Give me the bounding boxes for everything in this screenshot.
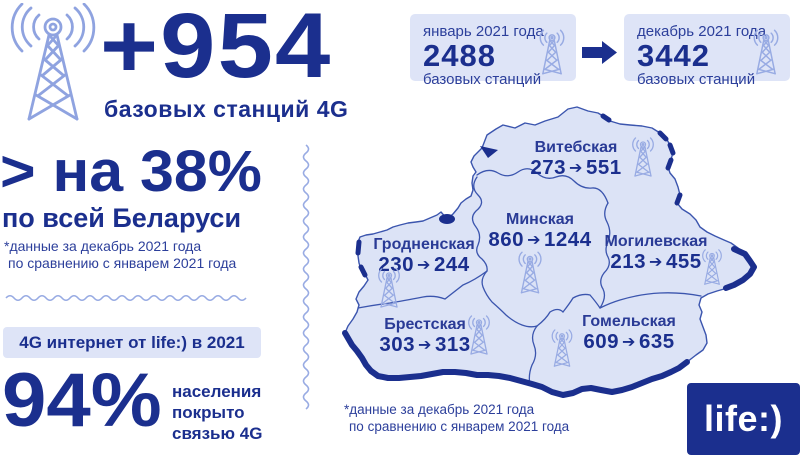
footnote-line: по сравнению с январем 2021 года xyxy=(8,255,237,271)
value-from: 230 xyxy=(378,253,415,276)
radio-tower-icon xyxy=(534,28,570,76)
radio-tower-icon xyxy=(546,328,578,368)
region-values: 230 ➔ 244 xyxy=(334,254,514,277)
region-values: 273 ➔ 551 xyxy=(486,157,666,180)
banner-4g-2021: 4G интернет от life:) в 2021 xyxy=(3,327,261,358)
value-to: 635 xyxy=(638,330,675,353)
belarus-map xyxy=(342,106,757,398)
station-unit: базовых станций xyxy=(637,71,756,88)
life-logo-wordmark: life:) xyxy=(704,398,783,439)
region-name: Гродненская xyxy=(373,236,475,253)
value-to: 244 xyxy=(433,253,470,276)
map-footnote: *данные за декабрь 2021 года по сравнени… xyxy=(344,402,569,435)
region-values: 609 ➔ 635 xyxy=(539,331,719,354)
radio-tower-icon xyxy=(628,136,658,178)
arrow-right-icon: ➔ xyxy=(622,334,636,351)
value-to: 313 xyxy=(434,333,471,356)
region-gomel: Гомельская 609 ➔ 635 xyxy=(539,313,719,354)
coverage-caption-line: связью 4G xyxy=(172,424,263,443)
coverage-percent: 94% xyxy=(2,358,162,443)
horizontal-wave-divider xyxy=(5,294,247,302)
map-blobs xyxy=(439,146,498,224)
arrow-right-icon: ➔ xyxy=(418,337,432,354)
footnote-line: *данные за декабрь 2021 года xyxy=(344,402,535,417)
life-logo: life:) xyxy=(687,383,800,455)
period-label: декабрь 2021 года xyxy=(637,23,767,40)
radio-tower-icon xyxy=(748,28,784,76)
region-grodno: Гродненская 230 ➔ 244 xyxy=(334,236,514,277)
region-vitebsk: Витебская 273 ➔ 551 xyxy=(486,139,666,180)
value-from: 273 xyxy=(530,156,567,179)
arrow-right-icon: ➔ xyxy=(417,257,431,274)
value-from: 609 xyxy=(583,330,620,353)
radio-tower-icon xyxy=(514,250,546,295)
region-name: Гомельская xyxy=(582,313,676,330)
radio-tower-icon xyxy=(2,3,104,123)
region-brest: Брестская 303 ➔ 313 xyxy=(335,316,515,357)
region-borders xyxy=(357,168,702,386)
arrow-right-icon: ➔ xyxy=(569,160,583,177)
radio-tower-icon xyxy=(464,314,494,356)
thick-border-marks xyxy=(342,113,757,398)
station-unit: базовых станций xyxy=(423,71,542,88)
coverage-caption: населения покрыто связью 4G xyxy=(172,381,262,444)
region-name: Витебская xyxy=(534,139,618,156)
growth-footnote: *данные за декабрь 2021 года по сравнени… xyxy=(4,238,236,272)
station-count: 2488 xyxy=(423,38,496,73)
delta-caption: базовых станций 4G xyxy=(104,96,349,122)
value-from: 303 xyxy=(379,333,416,356)
vertical-wave-divider xyxy=(302,144,310,410)
arrow-right-icon xyxy=(582,41,617,64)
radio-tower-icon xyxy=(374,266,404,310)
value-from: 860 xyxy=(488,228,525,251)
arrow-right-icon: ➔ xyxy=(527,232,541,249)
region-values: 303 ➔ 313 xyxy=(335,334,515,357)
value-to: 455 xyxy=(665,250,702,273)
region-minsk: Минская 860 ➔ 1244 xyxy=(450,211,630,252)
footnote-line: по сравнению с январем 2021 года xyxy=(349,418,570,434)
region-name: Минская xyxy=(506,211,574,228)
growth-subheadline: по всей Беларуси xyxy=(2,203,242,233)
value-to: 551 xyxy=(585,156,622,179)
region-values: 860 ➔ 1244 xyxy=(450,229,630,252)
period-label: январь 2021 года xyxy=(423,23,544,40)
footnote-line: *данные за декабрь 2021 года xyxy=(4,238,202,254)
region-name: Брестская xyxy=(384,316,466,333)
coverage-caption-line: населения xyxy=(172,382,262,401)
region-values: 213 ➔ 455 xyxy=(566,251,746,274)
growth-headline: > на 38% xyxy=(0,139,262,204)
value-from: 213 xyxy=(610,250,647,273)
arrow-right-icon: ➔ xyxy=(649,254,663,271)
value-to: 1244 xyxy=(544,228,592,251)
region-name: Могилевская xyxy=(604,233,708,250)
region-mogilev: Могилевская 213 ➔ 455 xyxy=(566,233,746,274)
coverage-caption-line: покрыто xyxy=(172,403,245,422)
station-count: 3442 xyxy=(637,38,710,73)
radio-tower-icon xyxy=(698,248,726,286)
delta-value: +954 xyxy=(100,0,333,97)
comparison-card-december: декабрь 2021 года 3442 базовых станций xyxy=(624,14,790,88)
